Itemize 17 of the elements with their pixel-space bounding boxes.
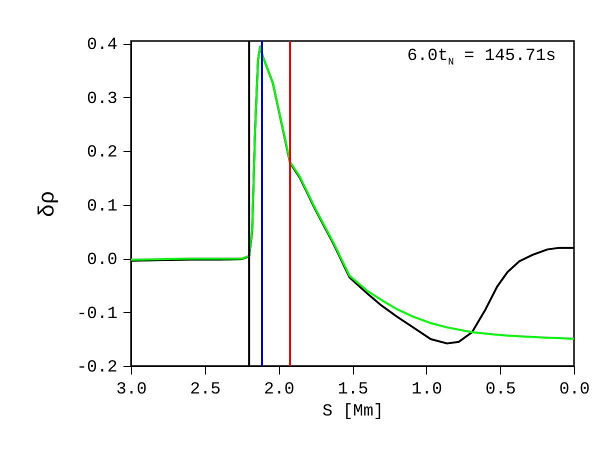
y-tick-label: 0.4 xyxy=(86,36,118,56)
y-tick-label: 0.1 xyxy=(86,197,118,216)
y-tick-label: -0.2 xyxy=(76,358,118,378)
y-tick-label: 0.2 xyxy=(86,144,118,163)
y-tick-label: -0.1 xyxy=(76,304,118,324)
x-tick-label: 3.0 xyxy=(116,380,147,400)
x-tick-label: 0.0 xyxy=(559,380,590,400)
x-tick-label: 2.0 xyxy=(264,380,294,400)
annotation: 6.0t$_{N}$ = 145.71s xyxy=(407,47,556,68)
x-tick-label: 1.5 xyxy=(338,380,368,400)
y-tick-label: 0.3 xyxy=(86,90,118,109)
x-tick-label: 1.0 xyxy=(412,380,442,400)
x-tick-label: 2.5 xyxy=(190,380,221,400)
y-axis-title: δρ xyxy=(36,190,61,218)
x-axis-title: S [Mm] xyxy=(322,402,384,422)
x-tick-label: 0.5 xyxy=(485,380,516,400)
y-tick-label: 0.0 xyxy=(86,251,118,270)
